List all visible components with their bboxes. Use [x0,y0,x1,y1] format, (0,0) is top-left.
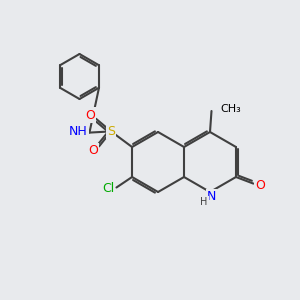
Text: O: O [88,144,98,158]
Text: CH₃: CH₃ [220,103,241,114]
Text: O: O [255,178,265,192]
Text: H: H [200,196,208,207]
Text: S: S [107,125,115,138]
Text: N: N [207,190,216,203]
Text: O: O [85,109,95,122]
Text: Cl: Cl [102,182,114,195]
Text: NH: NH [69,125,88,138]
